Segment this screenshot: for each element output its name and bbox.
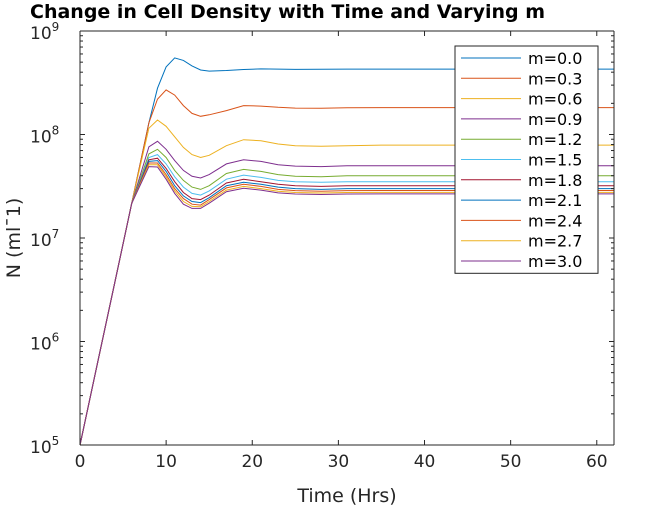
legend-label: m=1.8	[528, 171, 582, 190]
legend-label: m=3.0	[528, 252, 582, 271]
axes-layer: 0 10 20 30 40 50 60 105 106 107 108 109	[30, 20, 615, 472]
legend-label: m=0.3	[528, 69, 582, 88]
legend-label: m=1.2	[528, 130, 582, 149]
x-tick-label: 40	[414, 452, 436, 472]
y-tick-label: 107	[30, 227, 59, 251]
series-layer	[79, 57, 614, 446]
series-line-3	[79, 140, 614, 446]
legend-label: m=0.0	[528, 49, 582, 68]
x-tick-label: 50	[500, 452, 522, 472]
series-line-10	[79, 166, 614, 446]
y-tick-label: 109	[30, 20, 59, 44]
series-line-2	[79, 119, 614, 446]
series-line-5	[79, 154, 614, 446]
x-tick-label: 20	[241, 452, 263, 472]
x-tick-label: 60	[586, 452, 608, 472]
legend: m=0.0m=0.3 m=0.6m=0.9m=1.2 m=1.5m=1.8m=2.1…	[454, 45, 599, 274]
series-line-1	[79, 89, 614, 446]
legend-label: m=2.1	[528, 191, 582, 210]
legend-label: m=2.4	[528, 211, 582, 230]
chart-title: Change in Cell Density with Time and Var…	[30, 1, 545, 23]
legend-label: m=1.5	[528, 151, 582, 170]
y-tick-label: 105	[30, 434, 59, 458]
y-axis-label: N (mlˉ1)	[3, 198, 25, 278]
y-tick-label: 108	[30, 124, 59, 148]
x-tick-label: 0	[75, 452, 86, 472]
series-line-4	[79, 148, 614, 446]
series-line-9	[79, 164, 614, 446]
series-line-6	[79, 157, 614, 446]
series-line-7	[79, 160, 614, 446]
y-tick-label: 106	[30, 331, 59, 355]
x-tick-label: 10	[155, 452, 177, 472]
x-axis-label: Time (Hrs)	[296, 485, 396, 507]
legend-label: m=0.6	[528, 90, 582, 109]
series-line-8	[79, 162, 614, 446]
legend-label: m=2.7	[528, 232, 582, 251]
legend-label: m=0.9	[528, 110, 582, 129]
x-tick-label: 30	[328, 452, 350, 472]
